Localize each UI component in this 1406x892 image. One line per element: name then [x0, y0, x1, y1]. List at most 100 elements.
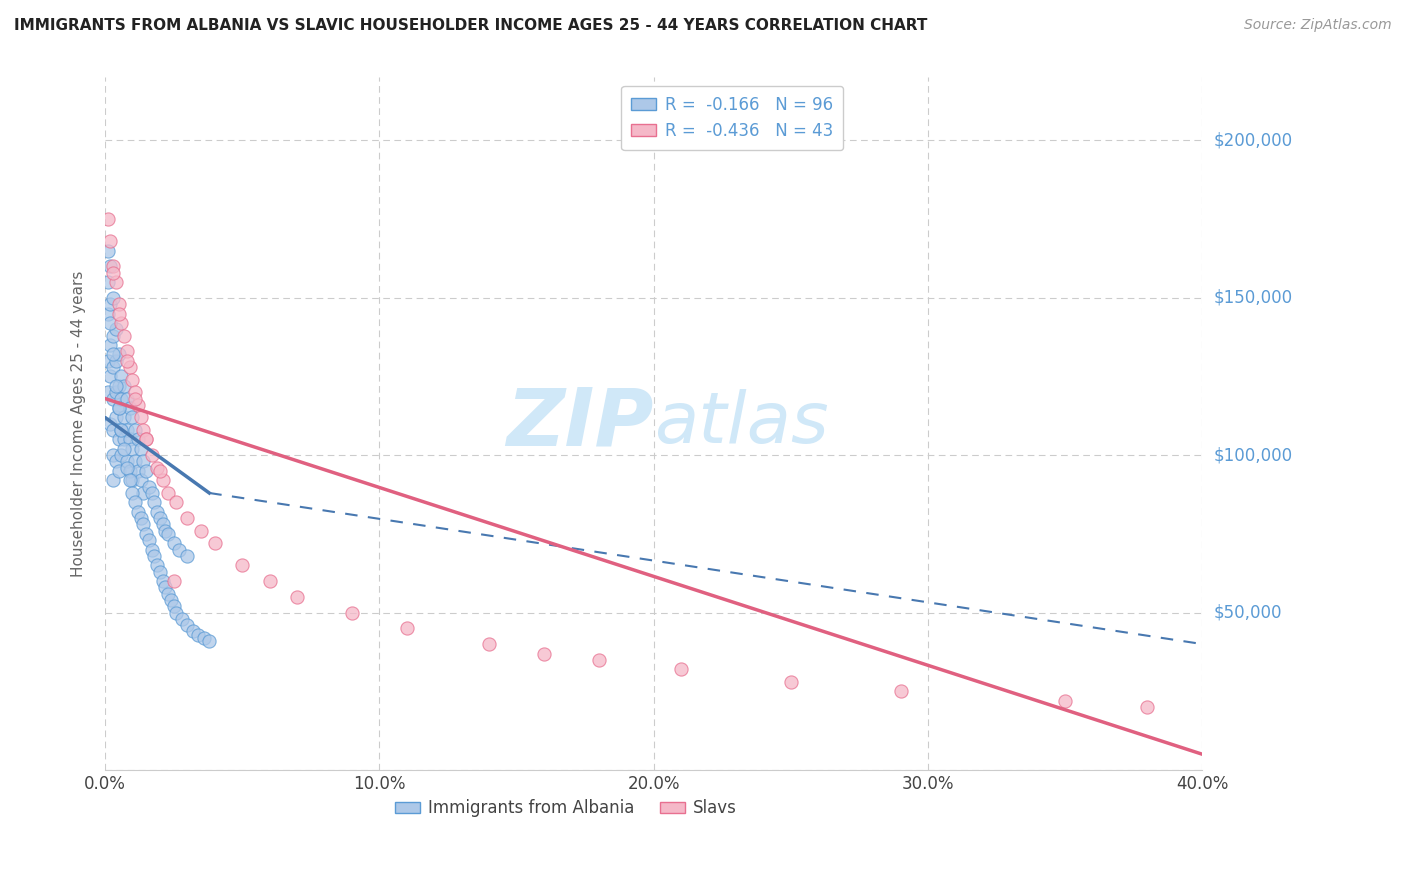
Point — [157, 527, 180, 541]
Point — [395, 621, 418, 635]
Point — [107, 433, 129, 447]
Point — [162, 536, 184, 550]
Point — [121, 486, 143, 500]
Point — [127, 398, 149, 412]
Point — [121, 373, 143, 387]
Text: $50,000: $50,000 — [1213, 604, 1282, 622]
Point — [115, 454, 138, 468]
Point — [138, 480, 160, 494]
Point — [100, 338, 122, 352]
Point — [285, 590, 308, 604]
Point — [103, 291, 125, 305]
Point — [124, 385, 146, 400]
Point — [97, 212, 120, 227]
Point — [259, 574, 281, 588]
Point — [165, 606, 187, 620]
Point — [138, 533, 160, 548]
Point — [112, 442, 135, 456]
Point — [132, 486, 155, 500]
Point — [118, 474, 141, 488]
Point — [112, 328, 135, 343]
Point — [103, 347, 125, 361]
Point — [162, 574, 184, 588]
Point — [141, 542, 163, 557]
Point — [155, 581, 177, 595]
Point — [129, 511, 152, 525]
Point — [97, 353, 120, 368]
Point — [124, 454, 146, 468]
Point — [103, 392, 125, 406]
Legend: Immigrants from Albania, Slavs: Immigrants from Albania, Slavs — [388, 793, 744, 824]
Point — [127, 433, 149, 447]
Point — [100, 417, 122, 431]
Point — [165, 495, 187, 509]
Point — [115, 344, 138, 359]
Point — [588, 653, 610, 667]
Point — [149, 565, 172, 579]
Point — [152, 574, 174, 588]
Point — [135, 527, 157, 541]
Point — [162, 599, 184, 614]
Point — [118, 401, 141, 415]
Point — [478, 637, 501, 651]
Point — [187, 627, 209, 641]
Point — [669, 662, 692, 676]
Text: $150,000: $150,000 — [1213, 289, 1292, 307]
Point — [100, 369, 122, 384]
Point — [110, 448, 132, 462]
Point — [135, 464, 157, 478]
Text: $100,000: $100,000 — [1213, 446, 1292, 464]
Point — [97, 307, 120, 321]
Point — [170, 612, 193, 626]
Point — [103, 328, 125, 343]
Point — [110, 392, 132, 406]
Point — [135, 433, 157, 447]
Point — [132, 423, 155, 437]
Point — [97, 275, 120, 289]
Point — [97, 385, 120, 400]
Point — [103, 260, 125, 274]
Point — [100, 234, 122, 248]
Point — [112, 379, 135, 393]
Point — [104, 410, 127, 425]
Point — [176, 618, 198, 632]
Point — [1054, 694, 1077, 708]
Point — [129, 410, 152, 425]
Point — [107, 297, 129, 311]
Point — [118, 464, 141, 478]
Point — [129, 442, 152, 456]
Point — [118, 433, 141, 447]
Point — [146, 505, 169, 519]
Point — [112, 433, 135, 447]
Point — [100, 260, 122, 274]
Point — [107, 347, 129, 361]
Point — [121, 474, 143, 488]
Point — [176, 549, 198, 563]
Point — [157, 587, 180, 601]
Point — [190, 524, 212, 538]
Point — [103, 359, 125, 374]
Text: Source: ZipAtlas.com: Source: ZipAtlas.com — [1244, 18, 1392, 32]
Point — [121, 442, 143, 456]
Point — [149, 511, 172, 525]
Point — [127, 505, 149, 519]
Point — [135, 433, 157, 447]
Point — [533, 647, 555, 661]
Point — [157, 486, 180, 500]
Point — [124, 495, 146, 509]
Point — [103, 266, 125, 280]
Point — [104, 322, 127, 336]
Point — [110, 316, 132, 330]
Point — [132, 517, 155, 532]
Point — [124, 392, 146, 406]
Point — [110, 423, 132, 437]
Point — [107, 401, 129, 415]
Point — [107, 307, 129, 321]
Point — [141, 486, 163, 500]
Point — [124, 423, 146, 437]
Point — [167, 542, 190, 557]
Point — [97, 244, 120, 258]
Point — [779, 674, 801, 689]
Point — [129, 474, 152, 488]
Point — [146, 558, 169, 573]
